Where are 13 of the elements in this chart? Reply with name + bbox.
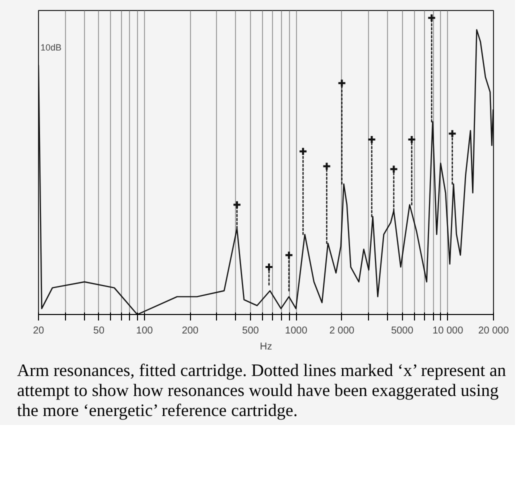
x-tick-label: 2 000 [329, 326, 355, 336]
x-axis-title: Hz [260, 342, 272, 352]
x-tick-label: 10 000 [432, 326, 464, 336]
x-tick-label: 500 [242, 326, 260, 336]
x-tick-label: 50 [93, 326, 105, 336]
annotation: 10dB [40, 42, 62, 52]
x-tick-label: 100 [136, 326, 154, 336]
x-tick-label: 200 [182, 326, 199, 336]
x-tick-label: 5000 [391, 326, 414, 336]
x-tick-label: 1000 [285, 326, 308, 336]
x-tick-label: 20 000 [478, 326, 510, 336]
text: Arm resonances, fitted cartridge. Dotted lines marked ‘x’ represent an attempt to show how resonances would have been exaggerated using the more ‘energetic’ reference cartridge. [17, 360, 507, 420]
x-tick-label: 20 [32, 326, 44, 336]
